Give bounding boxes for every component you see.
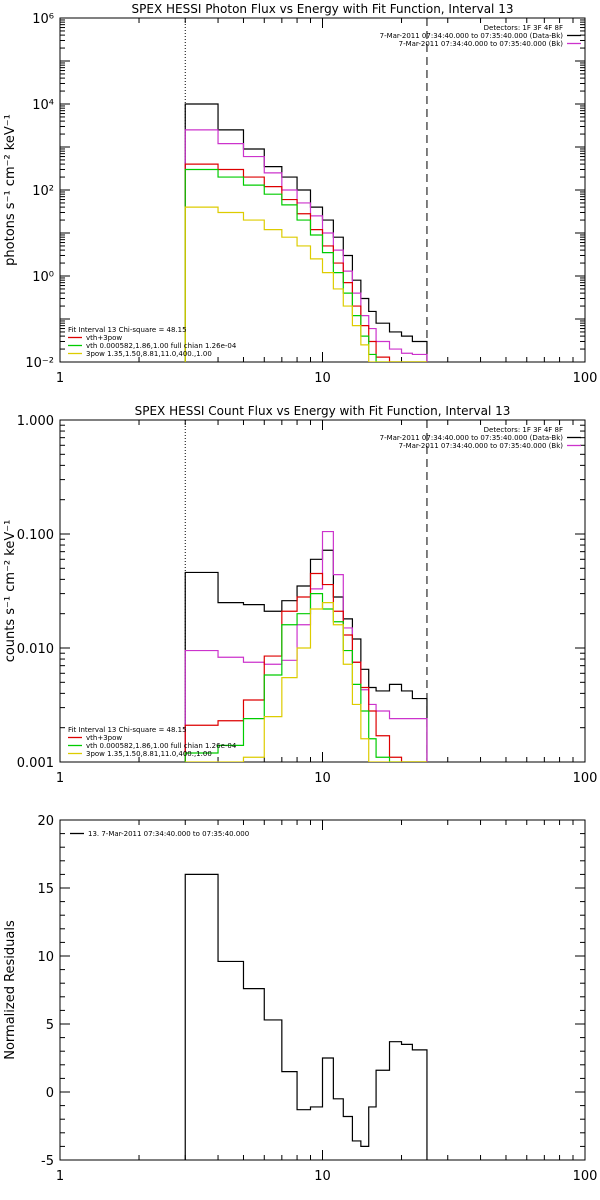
y-tick-label: 0.010: [17, 642, 54, 657]
series-line-2: [184, 572, 427, 762]
y-axis-label: photons s⁻¹ cm⁻² keV⁻¹: [3, 114, 18, 266]
legend-text: Fit Interval 13 Chi-square = 48.15: [68, 326, 187, 334]
count-flux-chart: SPEX HESSI Count Flux vs Energy with Fit…: [3, 404, 597, 786]
y-tick-label: 5: [46, 1018, 54, 1033]
legend-text: 3pow 1.35,1.50,8.81,11.0,400.,1.00: [86, 350, 212, 358]
y-axis-label: counts s⁻¹ cm⁻² keV⁻¹: [3, 520, 18, 663]
x-tick-label: 100: [573, 371, 598, 386]
legend-text: 13. 7-Mar-2011 07:34:40.000 to 07:35:40.…: [88, 830, 249, 838]
legend-bottom: Fit Interval 13 Chi-square = 48.15vth+3p…: [68, 326, 237, 358]
series-line-4: [184, 206, 427, 362]
chart-title: SPEX HESSI Photon Flux vs Energy with Fi…: [132, 2, 514, 16]
series-line-4: [185, 602, 427, 762]
legend-text: 3pow 1.35,1.50,8.81,11.0,400.,1.00: [86, 750, 212, 758]
legend-text: vth+3pow: [86, 734, 122, 742]
photon-flux-chart: SPEX HESSI Photon Flux vs Energy with Fi…: [3, 2, 597, 386]
legend-text: 7-Mar-2011 07:34:40.000 to 07:35:40.000 …: [380, 32, 564, 40]
y-axis-label: Normalized Residuals: [3, 920, 18, 1060]
series-line-1: [184, 530, 428, 762]
plot-frame: [59, 419, 586, 763]
series-line-2: [184, 163, 427, 362]
legend-text: 7-Mar-2011 07:34:40.000 to 07:35:40.000 …: [380, 434, 564, 442]
legend-text: 7-Mar-2011 07:34:40.000 to 07:35:40.000 …: [399, 40, 564, 48]
legend-text: Detectors: 1F 3F 4F 8F: [484, 426, 563, 434]
series-group: [184, 530, 428, 762]
y-tick-label: 20: [37, 814, 54, 829]
legend-text: vth+3pow: [86, 334, 122, 342]
series-line-0: [184, 873, 428, 1160]
y-tick-label: 0.001: [17, 756, 54, 771]
residuals-chart: Normalized Residuals 1 10 100 -5 0 5 10 15 20 13. …: [3, 814, 597, 1184]
x-tick-label: 10: [314, 1169, 331, 1184]
legend-bottom: Fit Interval 13 Chi-square = 48.15vth+3p…: [68, 726, 237, 758]
plot-frame: [59, 819, 586, 1161]
x-tick-label: 10: [314, 371, 331, 386]
y-tick-label: 10: [37, 950, 54, 965]
y-tick-label: 10⁶: [32, 12, 54, 27]
y-tick-label: 10⁴: [32, 98, 54, 113]
series-group: [184, 103, 428, 362]
x-tick-label: 10: [314, 771, 331, 786]
y-tick-label: -5: [41, 1154, 54, 1169]
x-tick-label: 1: [56, 1169, 64, 1184]
series-line-0: [184, 103, 428, 362]
y-tick-label: 1.000: [17, 414, 54, 429]
x-axis-ticks: [59, 420, 586, 762]
legend-text: Fit Interval 13 Chi-square = 48.15: [68, 726, 187, 734]
legend-text: 7-Mar-2011 07:34:40.000 to 07:35:40.000 …: [399, 442, 564, 450]
series-line-1: [184, 129, 428, 362]
y-tick-label: 0: [46, 1086, 54, 1101]
x-tick-label: 1: [56, 771, 64, 786]
y-axis-ticks: [60, 19, 585, 363]
x-tick-label: 100: [573, 771, 598, 786]
series-line-0: [184, 549, 428, 762]
series-line-3: [184, 168, 427, 362]
legend-top: Detectors: 1F 3F 4F 8F7-Mar-2011 07:34:4…: [380, 426, 581, 450]
legend-text: vth 0.000582,1.86,1.00 full chian 1.26e-…: [86, 742, 237, 750]
y-tick-label: 15: [37, 882, 54, 897]
y-axis-ticks: [60, 424, 585, 763]
legend-text: vth 0.000582,1.86,1.00 full chian 1.26e-…: [86, 342, 237, 350]
x-tick-label: 100: [573, 1169, 598, 1184]
x-axis-ticks: [59, 18, 586, 362]
plot-frame: [59, 17, 586, 363]
y-tick-label: 10⁰: [32, 270, 54, 285]
legend-left: 13. 7-Mar-2011 07:34:40.000 to 07:35:40.…: [70, 830, 249, 838]
y-tick-label: 10⁻²: [25, 356, 54, 371]
y-axis-ticks: [60, 819, 585, 1161]
legend-top: Detectors: 1F 3F 4F 8F7-Mar-2011 07:34:4…: [380, 24, 581, 48]
chart-title: SPEX HESSI Count Flux vs Energy with Fit…: [135, 404, 511, 418]
x-tick-label: 1: [56, 371, 64, 386]
x-axis-ticks: [59, 820, 586, 1160]
legend-text: Detectors: 1F 3F 4F 8F: [484, 24, 563, 32]
series-group: [184, 873, 428, 1160]
y-tick-label: 10²: [32, 184, 54, 199]
y-tick-label: 0.100: [17, 528, 54, 543]
series-line-3: [184, 593, 427, 762]
